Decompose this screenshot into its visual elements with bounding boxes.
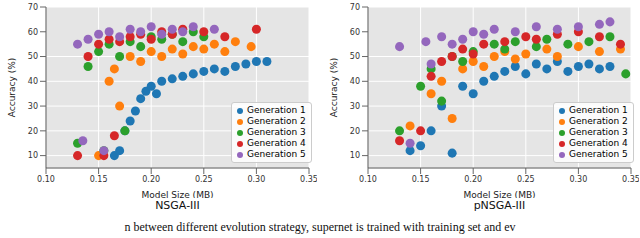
svg-text:0.30: 0.30 <box>569 175 587 184</box>
svg-text:0.20: 0.20 <box>142 175 160 184</box>
svg-text:Accuracy (%): Accuracy (%) <box>329 58 339 118</box>
svg-text:50: 50 <box>350 52 360 61</box>
html-text:NSGA-III: NSGA-III <box>155 199 200 212</box>
html-text:Generation 3: Generation 3 <box>247 127 306 137</box>
html-text:Generation 4: Generation 4 <box>247 138 306 148</box>
svg-text:10: 10 <box>350 151 360 160</box>
svg-text:50: 50 <box>28 52 38 61</box>
svg-text:0.35: 0.35 <box>622 175 632 184</box>
svg-text:70: 70 <box>350 3 360 12</box>
svg-text:30: 30 <box>350 102 360 111</box>
svg-text:40: 40 <box>28 77 38 86</box>
svg-text:0.25: 0.25 <box>195 175 213 184</box>
svg-text:40: 40 <box>350 77 360 86</box>
html-text:Generation 1: Generation 1 <box>247 105 306 115</box>
svg-text:10: 10 <box>28 151 38 160</box>
html-text:Generation 2: Generation 2 <box>247 116 306 126</box>
html-text:Generation 5: Generation 5 <box>247 149 306 159</box>
svg-text:0.10: 0.10 <box>37 175 55 184</box>
html-text:pNSGA-III: pNSGA-III <box>473 199 526 212</box>
svg-text:20: 20 <box>350 127 360 136</box>
svg-text:0.35: 0.35 <box>300 175 317 184</box>
svg-text:70: 70 <box>28 3 38 12</box>
html-text:Generation 4: Generation 4 <box>569 138 628 148</box>
svg-text:0.15: 0.15 <box>90 175 108 184</box>
svg-text:30: 30 <box>28 102 38 111</box>
html-text:Generation 1: Generation 1 <box>569 105 628 115</box>
svg-text:60: 60 <box>28 28 38 37</box>
html-text:Generation 2: Generation 2 <box>569 116 628 126</box>
svg-text:0.20: 0.20 <box>464 175 482 184</box>
svg-text:0.25: 0.25 <box>517 175 535 184</box>
svg-text:Accuracy (%): Accuracy (%) <box>8 58 17 118</box>
html-text:n between different evolution: n between different evolution strategy, … <box>124 220 516 234</box>
svg-text:Model Size (MB): Model Size (MB) <box>463 190 535 198</box>
svg-text:Model Size (MB): Model Size (MB) <box>141 190 213 198</box>
svg-text:0.30: 0.30 <box>247 175 265 184</box>
html-text:Generation 5: Generation 5 <box>569 149 628 159</box>
svg-text:0.15: 0.15 <box>412 175 430 184</box>
svg-text:0.10: 0.10 <box>359 175 377 184</box>
svg-text:20: 20 <box>28 127 38 136</box>
html-text:Generation 3: Generation 3 <box>569 127 628 137</box>
svg-text:60: 60 <box>350 28 360 37</box>
